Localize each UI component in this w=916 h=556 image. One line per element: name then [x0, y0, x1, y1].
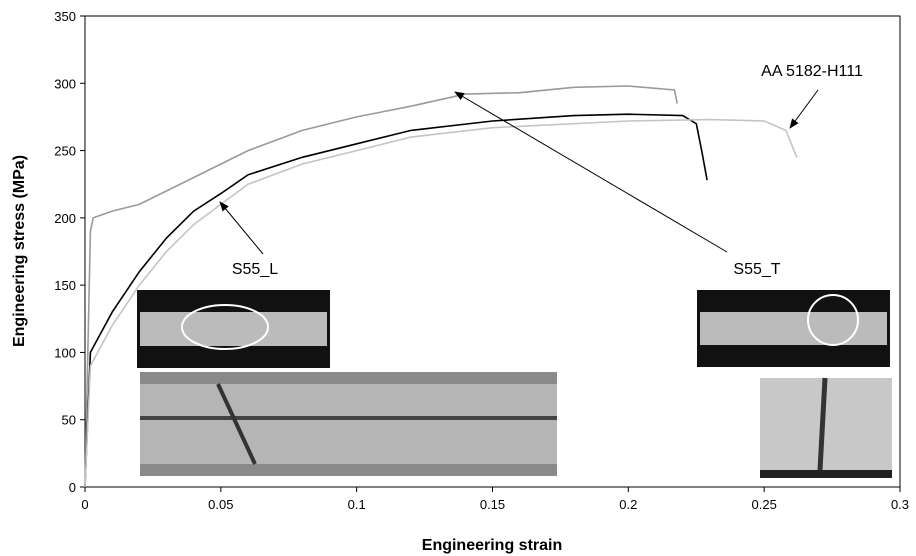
- x-tick-label: 0.2: [619, 497, 637, 512]
- y-tick-label: 350: [54, 9, 76, 24]
- y-tick-label: 150: [54, 278, 76, 293]
- x-tick-label: 0.3: [891, 497, 909, 512]
- y-tick-label: 100: [54, 345, 76, 360]
- x-axis-title: Engineering strain: [422, 537, 562, 554]
- y-tick-label: 300: [54, 76, 76, 91]
- data-line: [84, 85, 678, 488]
- annotation-arrow: [454, 91, 728, 253]
- photo-crack: [216, 383, 257, 465]
- annotation: S55_L: [232, 261, 278, 278]
- data-line: [84, 113, 708, 488]
- y-tick-label: 250: [54, 144, 76, 159]
- x-tick-label: 0.05: [208, 497, 233, 512]
- photo-specimen: [140, 384, 557, 464]
- x-tick-label: 0.25: [752, 497, 777, 512]
- annotation-arrow: [219, 201, 264, 255]
- annotation: AA 5182-H111: [761, 63, 863, 80]
- highlight: [181, 304, 269, 350]
- annotation: S55_T: [733, 261, 780, 278]
- highlight: [807, 294, 859, 346]
- x-tick-label: 0.15: [480, 497, 505, 512]
- x-tick-label: 0.1: [348, 497, 366, 512]
- photo-specimen: [140, 312, 327, 346]
- data-line: [84, 118, 798, 488]
- photo-crack: [817, 377, 828, 471]
- y-tick-label: 50: [62, 413, 76, 428]
- y-tick-label: 200: [54, 211, 76, 226]
- photo-specimen: [700, 312, 887, 345]
- inset-photos: [137, 290, 892, 478]
- y-axis-title: Engineering stress (MPa): [11, 155, 28, 347]
- x-tick-label: 0: [81, 497, 88, 512]
- photo-edge: [760, 470, 892, 478]
- annotation-arrow: [789, 89, 819, 129]
- y-tick-label: 0: [69, 480, 76, 495]
